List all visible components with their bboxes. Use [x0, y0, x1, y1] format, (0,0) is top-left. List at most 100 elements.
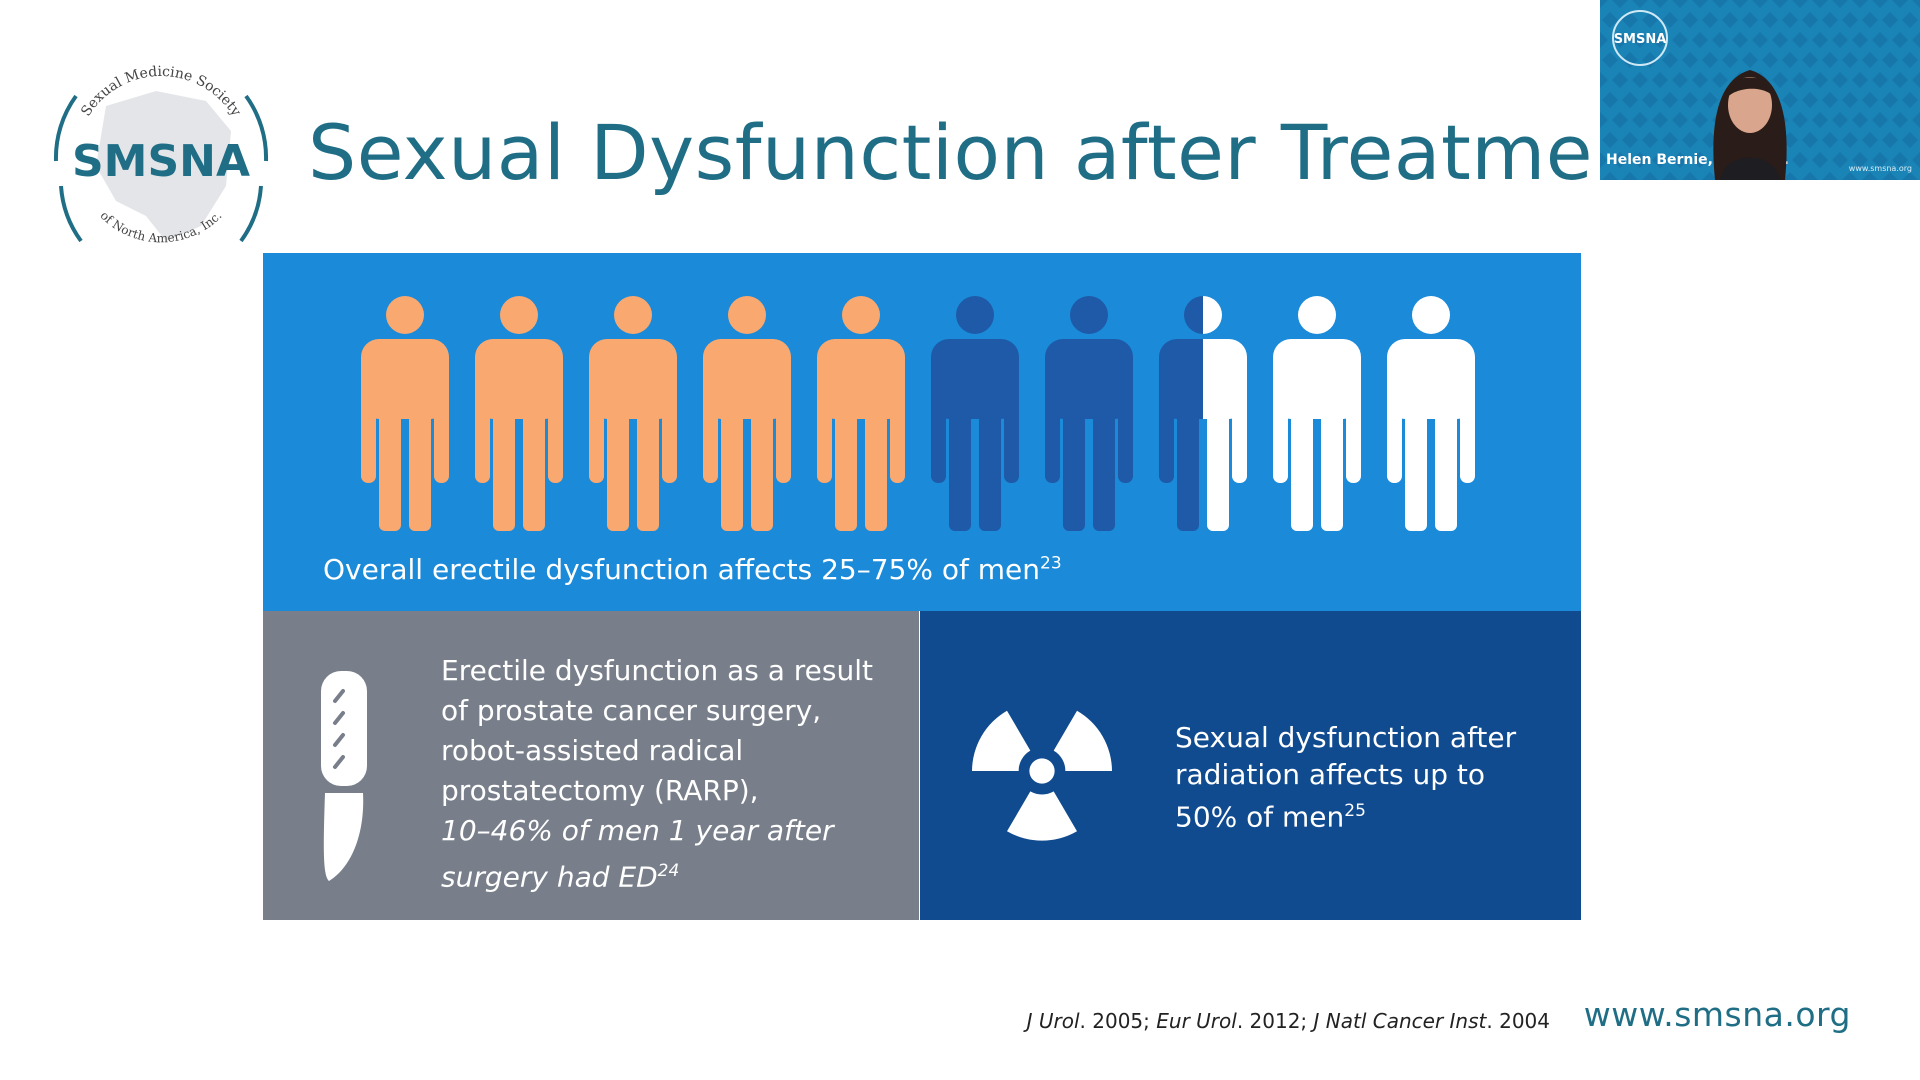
citation-3-journal: J Natl Cancer Inst: [1313, 1009, 1487, 1033]
pattern-diamond: [1912, 152, 1920, 168]
pattern-diamond: [1682, 52, 1698, 68]
pattern-diamond: [1902, 132, 1918, 148]
pattern-diamond: [1662, 12, 1678, 28]
speaker-video-tile[interactable]: SMSNA Helen Bernie, DO, MP... www.smsna.…: [1600, 0, 1920, 180]
pattern-diamond: [1682, 92, 1698, 108]
speaker-avatar: [1713, 70, 1787, 180]
pattern-diamond: [1742, 12, 1758, 28]
pattern-diamond: [1662, 172, 1678, 180]
radiation-ref: 25: [1344, 801, 1366, 821]
pattern-diamond: [1602, 92, 1618, 108]
pattern-diamond: [1632, 32, 1648, 48]
pattern-diamond: [1832, 112, 1848, 128]
pattern-diamond: [1752, 32, 1768, 48]
pattern-diamond: [1682, 132, 1698, 148]
pattern-diamond: [1852, 112, 1868, 128]
pattern-diamond: [1692, 0, 1708, 8]
pattern-diamond: [1722, 12, 1738, 28]
pattern-diamond: [1812, 152, 1828, 168]
pattern-diamond: [1912, 32, 1920, 48]
pattern-diamond: [1782, 92, 1798, 108]
pattern-diamond: [1912, 72, 1920, 88]
pattern-diamond: [1712, 32, 1728, 48]
pattern-diamond: [1702, 52, 1718, 68]
pattern-diamond: [1732, 0, 1748, 8]
pattern-diamond: [1862, 132, 1878, 148]
radiation-label: Sexual dysfunction after radiation affec…: [1175, 721, 1517, 834]
pattern-diamond: [1802, 132, 1818, 148]
pattern-diamond: [1892, 152, 1908, 168]
pattern-diamond: [1642, 92, 1658, 108]
pattern-diamond: [1622, 132, 1638, 148]
tile-badge-text: SMSNA: [1614, 32, 1667, 47]
pattern-diamond: [1600, 152, 1608, 168]
citation-3-rest: . 2004: [1486, 1009, 1550, 1033]
pattern-diamond: [1862, 172, 1878, 180]
citations: J Urol. 2005; Eur Urol. 2012; J Natl Can…: [1027, 1009, 1550, 1033]
surgery-description: Erectile dysfunction as a result of pros…: [441, 654, 874, 807]
pattern-diamond: [1842, 12, 1858, 28]
pattern-diamond: [1652, 152, 1668, 168]
overall-ed-ref: 23: [1040, 553, 1062, 574]
radiation-icon: [972, 710, 1112, 841]
pattern-diamond: [1602, 52, 1618, 68]
pattern-diamond: [1672, 152, 1688, 168]
pattern-diamond: [1822, 92, 1838, 108]
pattern-diamond: [1792, 32, 1808, 48]
pattern-diamond: [1672, 0, 1688, 8]
pattern-diamond: [1822, 12, 1838, 28]
pattern-diamond: [1832, 0, 1848, 8]
pattern-diamond: [1812, 112, 1828, 128]
pattern-diamond: [1782, 12, 1798, 28]
pattern-diamond: [1662, 52, 1678, 68]
pattern-diamond: [1672, 32, 1688, 48]
pattern-diamond: [1612, 72, 1628, 88]
person-figure: [931, 296, 1019, 531]
pattern-diamond: [1612, 0, 1628, 8]
pattern-diamond: [1642, 172, 1658, 180]
pattern-diamond: [1772, 32, 1788, 48]
pattern-diamond: [1632, 0, 1648, 8]
overall-ed-text: Overall erectile dysfunction affects 25–…: [323, 553, 1062, 586]
pattern-diamond: [1652, 0, 1668, 8]
pattern-diamond: [1872, 32, 1888, 48]
pattern-diamond: [1792, 72, 1808, 88]
pattern-diamond: [1622, 172, 1638, 180]
pattern-diamond: [1602, 12, 1618, 28]
person-figure-half: [1159, 296, 1247, 531]
pattern-diamond: [1882, 172, 1898, 180]
pattern-diamond: [1852, 32, 1868, 48]
pattern-diamond: [1672, 112, 1688, 128]
pattern-diamond: [1892, 112, 1908, 128]
pattern-diamond: [1812, 0, 1828, 8]
pattern-diamond: [1662, 92, 1678, 108]
pattern-diamond: [1792, 0, 1808, 8]
pattern-diamond: [1600, 32, 1608, 48]
pattern-diamond: [1662, 132, 1678, 148]
pattern-diamond: [1682, 172, 1698, 180]
pattern-diamond: [1872, 112, 1888, 128]
pattern-diamond: [1842, 132, 1858, 148]
pattern-diamond: [1902, 172, 1918, 180]
person-figure: [1273, 296, 1361, 531]
pattern-diamond: [1852, 0, 1868, 8]
pattern-diamond: [1862, 12, 1878, 28]
surgery-ref: 24: [657, 861, 680, 881]
pattern-diamond: [1842, 52, 1858, 68]
pattern-diamond: [1862, 52, 1878, 68]
pattern-diamond: [1742, 52, 1758, 68]
website-link[interactable]: www.smsna.org: [1583, 995, 1851, 1034]
radiation-text: Sexual dysfunction after radiation affec…: [1175, 719, 1555, 835]
pattern-diamond: [1832, 72, 1848, 88]
person-figure: [361, 296, 449, 531]
pattern-diamond: [1692, 32, 1708, 48]
pattern-diamond: [1692, 112, 1708, 128]
pattern-diamond: [1722, 52, 1738, 68]
pattern-diamond: [1862, 92, 1878, 108]
radiation-panel: Sexual dysfunction after radiation affec…: [920, 611, 1581, 920]
pattern-diamond: [1882, 52, 1898, 68]
person-figure: [1045, 296, 1133, 531]
pattern-diamond: [1802, 52, 1818, 68]
tile-background-pattern: [1600, 0, 1920, 180]
citation-2-rest: . 2012;: [1236, 1009, 1314, 1033]
